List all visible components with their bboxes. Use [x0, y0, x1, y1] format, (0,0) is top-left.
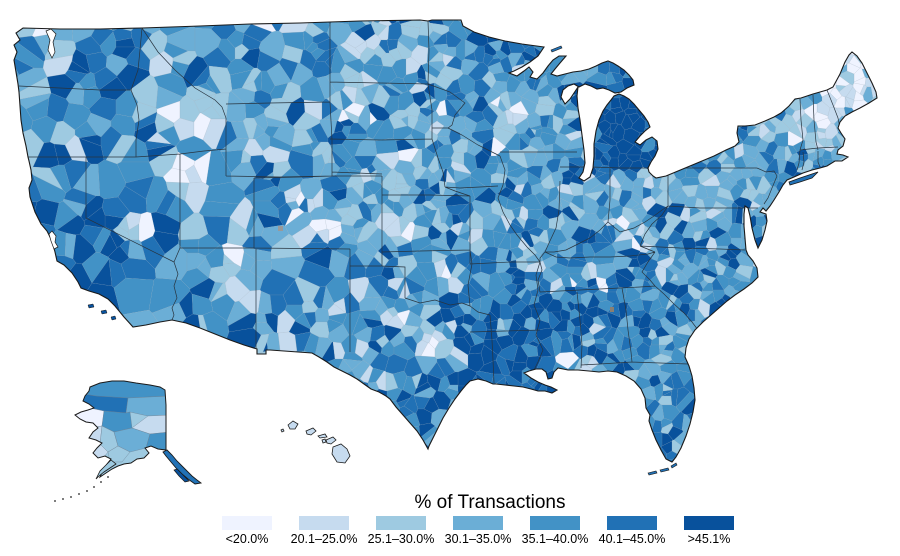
svg-text:25.1–30.0%: 25.1–30.0% — [368, 532, 435, 546]
svg-text:20.1–25.0%: 20.1–25.0% — [291, 532, 358, 546]
svg-text:30.1–35.0%: 30.1–35.0% — [445, 532, 512, 546]
svg-text:40.1–45.0%: 40.1–45.0% — [599, 532, 666, 546]
svg-text:35.1–40.0%: 35.1–40.0% — [522, 532, 589, 546]
svg-text:<20.0%: <20.0% — [226, 532, 269, 546]
svg-text:>45.1%: >45.1% — [688, 532, 731, 546]
svg-text:% of Transactions: % of Transactions — [414, 492, 565, 513]
